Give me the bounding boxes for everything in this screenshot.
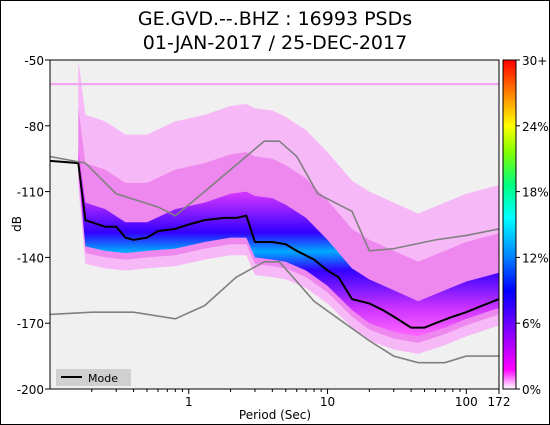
colorbar bbox=[502, 59, 517, 390]
y-tick-label: -170 bbox=[17, 317, 44, 331]
legend: Mode bbox=[56, 369, 131, 386]
x-axis-label: Period (Sec) bbox=[239, 408, 311, 422]
y-tick-label: -50 bbox=[24, 54, 44, 68]
chart-date-range: 01-JAN-2017 / 25-DEC-2017 bbox=[142, 32, 408, 54]
psd-band bbox=[78, 147, 499, 337]
y-axis: -50 -80 -110 -140 -170 -200 bbox=[17, 54, 50, 397]
colorbar-tick-label: 18% bbox=[522, 186, 549, 200]
psd-density-band bbox=[78, 147, 499, 337]
colorbar-ticks: 30+ 24% 18% 12% 6% 0% bbox=[516, 54, 549, 397]
colorbar-tick-label: 12% bbox=[522, 251, 549, 265]
y-tick-label: -200 bbox=[17, 383, 44, 397]
x-tick-label: 172 bbox=[488, 395, 511, 409]
high-noise-model-line bbox=[50, 140, 499, 252]
plot-border bbox=[49, 59, 500, 390]
chart-title: GE.GVD.--.BHZ : 16993 PSDs bbox=[137, 8, 413, 30]
x-axis: 1 10 100 172 bbox=[91, 389, 511, 409]
legend-box bbox=[56, 369, 131, 386]
colorbar-tick-label: 30+ bbox=[522, 54, 547, 68]
x-tick-label: 1 bbox=[185, 395, 193, 409]
colorbar-tick-label: 24% bbox=[522, 120, 549, 134]
y-tick-label: -80 bbox=[24, 120, 44, 134]
y-axis-label: dB bbox=[10, 216, 24, 232]
colorbar-tick-label: 0% bbox=[522, 383, 541, 397]
y-tick-label: -140 bbox=[17, 251, 44, 265]
colorbar-tick-label: 6% bbox=[522, 317, 541, 331]
mode-line bbox=[50, 159, 499, 329]
x-tick-label: 100 bbox=[455, 395, 478, 409]
y-tick-label: -110 bbox=[17, 186, 44, 200]
low-noise-model-line bbox=[50, 260, 499, 364]
noise-model-lines bbox=[50, 140, 499, 364]
x-tick-label: 10 bbox=[320, 395, 335, 409]
legend-mode-label: Mode bbox=[88, 372, 118, 385]
